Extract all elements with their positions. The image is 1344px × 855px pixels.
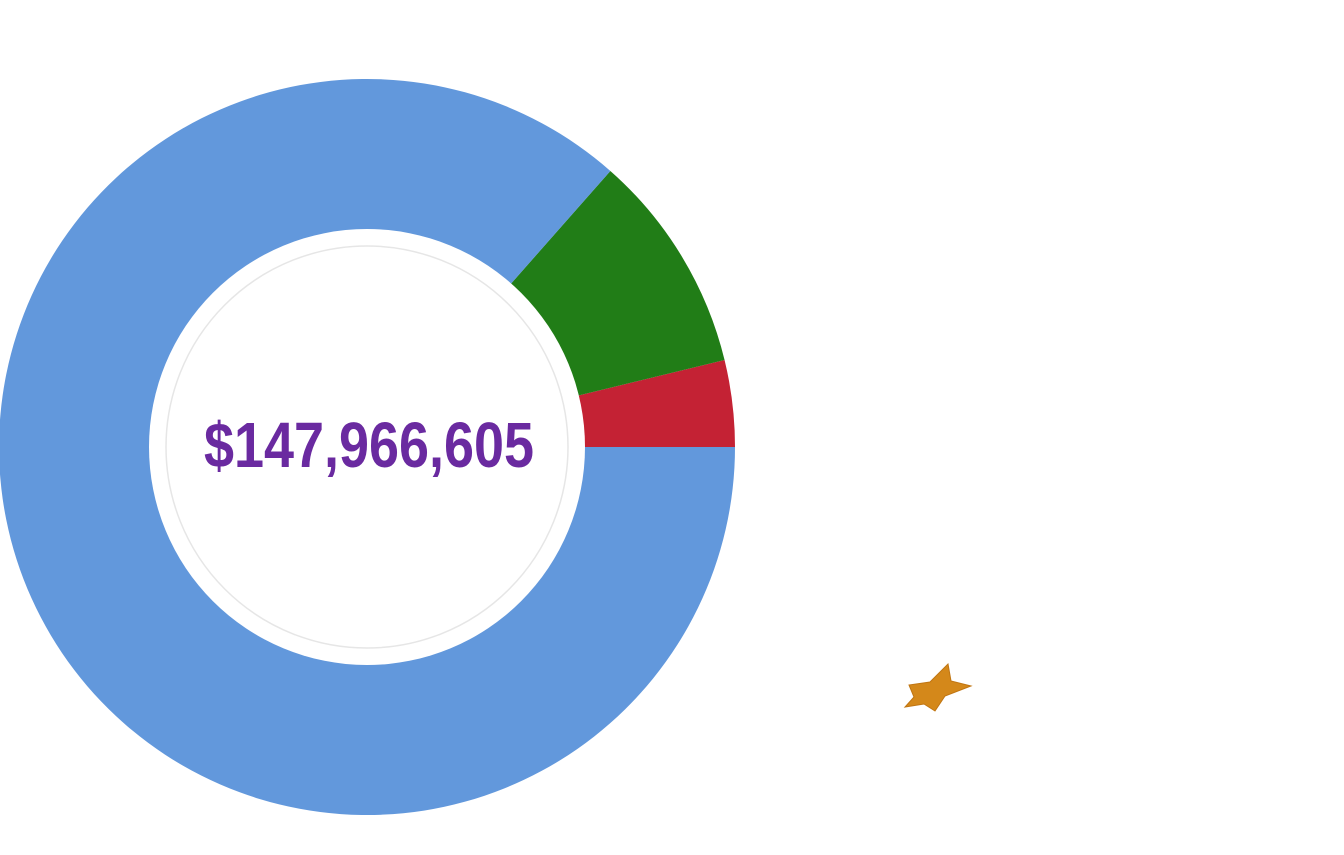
donut-hole <box>149 229 585 665</box>
center-total: $147,966,605 <box>204 409 534 481</box>
donut <box>0 79 735 815</box>
star-icon <box>903 662 973 712</box>
inner-ring <box>165 245 569 649</box>
donut-slice <box>0 79 735 815</box>
donut-slice <box>575 359 735 447</box>
donut-slice <box>509 170 725 397</box>
